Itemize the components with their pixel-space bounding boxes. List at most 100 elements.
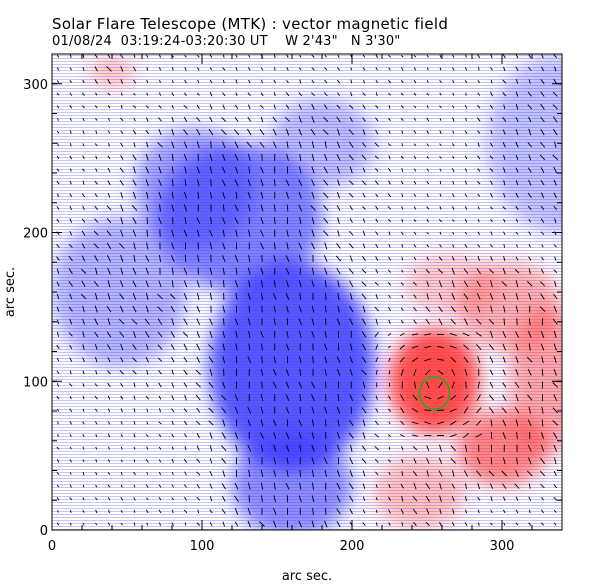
field-vector — [82, 434, 85, 437]
field-vector — [311, 406, 315, 414]
field-vector — [477, 218, 480, 223]
field-vector — [489, 293, 494, 300]
field-vector — [184, 67, 187, 71]
field-vector — [107, 395, 111, 400]
field-vector — [107, 382, 111, 388]
field-vector — [362, 496, 366, 502]
field-vector — [400, 483, 404, 489]
field-vector — [81, 193, 86, 198]
field-vector — [426, 508, 430, 515]
field-vector — [184, 394, 187, 401]
field-vector — [413, 180, 417, 185]
field-vector — [183, 293, 188, 300]
field-vector — [336, 79, 341, 84]
field-vector — [234, 394, 239, 401]
field-vector — [260, 330, 264, 338]
field-vector — [464, 206, 468, 210]
field-vector — [69, 168, 72, 172]
field-vector — [133, 92, 136, 96]
field-vector — [171, 242, 175, 250]
field-vector — [477, 381, 480, 389]
field-vector — [145, 204, 149, 212]
field-vector — [133, 395, 136, 400]
field-vector — [502, 142, 506, 148]
field-vector — [311, 79, 315, 84]
field-vector — [94, 408, 98, 412]
field-vector — [221, 508, 226, 514]
field-vector — [222, 521, 226, 527]
field-vector — [57, 459, 59, 463]
field-vector — [413, 130, 417, 134]
field-vector — [69, 383, 73, 387]
field-vector — [552, 104, 558, 110]
field-vector — [424, 421, 432, 425]
field-vector — [184, 92, 187, 96]
field-vector — [400, 320, 404, 324]
field-vector — [349, 280, 354, 288]
field-vector — [323, 116, 329, 123]
field-vector — [273, 67, 276, 71]
field-vector — [107, 54, 111, 59]
field-vector — [171, 141, 175, 149]
field-vector — [540, 79, 545, 85]
field-vector — [514, 268, 520, 274]
field-vector — [477, 117, 481, 122]
field-vector — [350, 343, 353, 351]
field-vector — [503, 180, 506, 186]
field-vector — [171, 369, 174, 375]
field-vector — [298, 305, 302, 313]
field-vector — [95, 434, 98, 437]
field-vector — [475, 433, 483, 438]
field-vector — [401, 193, 404, 198]
field-vector — [209, 166, 213, 174]
field-vector — [247, 292, 251, 300]
field-vector — [158, 153, 162, 161]
field-vector — [540, 103, 545, 110]
field-vector — [146, 242, 149, 250]
field-vector — [171, 395, 175, 401]
field-vector — [452, 130, 455, 134]
field-vector — [465, 92, 467, 96]
field-vector — [400, 79, 404, 84]
field-vector — [477, 105, 481, 109]
field-vector — [411, 408, 419, 413]
field-vector — [285, 482, 290, 490]
field-vector — [476, 420, 482, 426]
field-vector — [222, 356, 226, 364]
field-vector — [388, 54, 391, 58]
field-vector — [324, 406, 328, 414]
field-vector — [553, 444, 558, 452]
field-vector — [69, 370, 72, 375]
field-vector — [540, 343, 545, 351]
field-vector — [132, 105, 137, 109]
field-vector — [552, 154, 559, 161]
field-vector — [159, 204, 161, 212]
field-vector — [261, 254, 263, 263]
field-vector — [81, 255, 86, 262]
field-vector — [539, 141, 546, 148]
field-vector — [208, 382, 214, 388]
field-vector — [171, 280, 174, 288]
field-vector — [464, 142, 468, 147]
field-vector — [527, 167, 532, 173]
field-vector — [171, 204, 175, 212]
field-vector — [412, 470, 418, 477]
x-axis-label: arc sec. — [282, 569, 332, 584]
x-tick-label: 100 — [190, 539, 215, 554]
field-vector — [336, 267, 341, 275]
field-vector — [463, 344, 469, 350]
field-vector — [145, 382, 149, 388]
field-vector — [400, 394, 405, 401]
field-vector — [413, 231, 417, 235]
field-vector — [233, 129, 240, 136]
field-vector — [69, 155, 72, 160]
field-vector — [437, 268, 444, 274]
field-vector — [501, 470, 508, 477]
field-vector — [57, 434, 59, 437]
field-vector — [463, 432, 469, 439]
field-vector — [248, 469, 251, 477]
field-vector — [158, 446, 162, 450]
field-vector — [553, 205, 558, 211]
field-vector — [133, 522, 136, 526]
field-vector — [120, 130, 124, 134]
